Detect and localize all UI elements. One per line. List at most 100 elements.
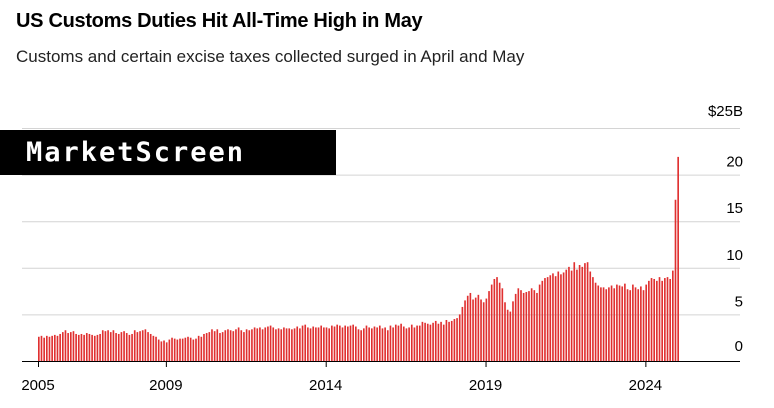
bar [256, 328, 259, 361]
bar [320, 325, 323, 361]
bar [632, 284, 634, 361]
bar [147, 332, 149, 361]
bar [442, 324, 445, 361]
bar [323, 327, 325, 361]
bar [365, 325, 368, 361]
bar [243, 332, 245, 361]
bar [642, 290, 645, 361]
bar [349, 325, 352, 361]
chart-title: US Customs Duties Hit All-Time High in M… [16, 10, 423, 32]
bar [352, 324, 354, 361]
bar [608, 287, 610, 361]
bar [461, 306, 464, 361]
bar [248, 330, 251, 361]
marketscreen-watermark: MarketScreen [0, 130, 336, 175]
bar [541, 280, 544, 361]
bar [656, 280, 658, 361]
bar [333, 326, 336, 361]
bar [264, 327, 267, 361]
bar [432, 322, 434, 361]
bar [525, 292, 528, 361]
bar [394, 324, 397, 361]
bar [141, 330, 144, 361]
bar [570, 270, 573, 361]
bar [554, 276, 557, 361]
bar [355, 326, 357, 361]
bar [83, 334, 85, 361]
bar [389, 325, 392, 361]
bar [530, 288, 533, 361]
bar [634, 287, 637, 361]
bar [560, 274, 562, 361]
bar [613, 288, 616, 361]
bar [235, 329, 237, 361]
bar [160, 341, 163, 361]
bar [397, 325, 400, 361]
bar [45, 335, 48, 361]
chart-subtitle: Customs and certain excise taxes collect… [16, 47, 525, 66]
bar [496, 277, 498, 361]
bar [576, 269, 578, 361]
bar [658, 277, 661, 361]
bar [120, 332, 123, 361]
bar [357, 329, 360, 361]
bar [181, 338, 184, 361]
bar [117, 333, 120, 361]
bar [378, 325, 381, 361]
x-tick-label: 2005 [21, 377, 54, 394]
y-tick-label: $25B [708, 103, 743, 120]
bar [626, 289, 629, 361]
bar [219, 333, 221, 361]
bar [363, 328, 365, 361]
bar [203, 333, 205, 361]
bar [211, 329, 213, 361]
bar [184, 337, 187, 361]
bar [88, 333, 91, 361]
bar [195, 338, 197, 361]
bar [99, 333, 101, 361]
bar [179, 338, 181, 361]
bar [514, 293, 517, 361]
bar [434, 320, 437, 361]
bar [557, 271, 560, 361]
bar-series [38, 156, 679, 361]
bar [80, 333, 83, 361]
bar [666, 277, 669, 361]
bar [562, 272, 565, 361]
bar [269, 325, 272, 361]
bar [325, 327, 328, 361]
bar [296, 326, 299, 361]
bar [538, 284, 541, 361]
bar [307, 327, 309, 361]
bar [259, 327, 261, 361]
y-tick-label: 10 [726, 247, 743, 264]
bar [498, 282, 501, 361]
bar [157, 339, 160, 361]
bar [152, 335, 155, 361]
bar [315, 327, 317, 361]
bar [77, 334, 80, 361]
bar [429, 324, 432, 361]
bar [131, 333, 133, 361]
bar [67, 333, 69, 361]
bar [51, 335, 53, 361]
bar [40, 335, 43, 361]
bar [43, 337, 45, 361]
bar [586, 262, 589, 361]
bar [400, 323, 402, 361]
bar [426, 323, 429, 361]
bar [293, 328, 296, 361]
bar [176, 339, 179, 361]
bar [75, 333, 77, 361]
bar [56, 335, 59, 361]
bar [488, 291, 490, 361]
bar [53, 334, 56, 361]
bar [677, 156, 679, 361]
bar [64, 330, 67, 361]
bar [109, 332, 112, 361]
bar [309, 328, 312, 361]
bar [456, 318, 458, 361]
bar [482, 302, 485, 361]
bar [123, 331, 125, 361]
bar [416, 325, 418, 361]
